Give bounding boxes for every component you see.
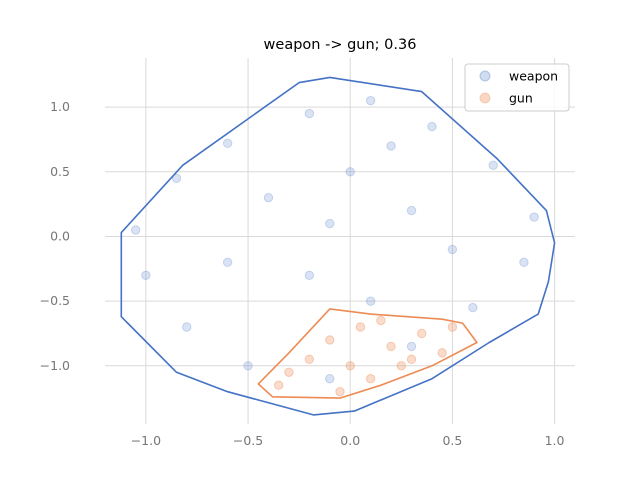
- y-tick-label: 0.0: [50, 228, 70, 243]
- gun-point: [325, 335, 335, 345]
- weapon-point: [171, 173, 182, 183]
- grid: [105, 58, 575, 424]
- weapon-point: [365, 95, 376, 106]
- weapon-point: [304, 270, 315, 280]
- weapon-point: [447, 244, 458, 255]
- chart-title: weapon -> gun; 0.36: [264, 37, 417, 53]
- x-tick-label: −1.0: [131, 433, 161, 448]
- y-tick-label: 0.5: [50, 164, 70, 179]
- gun-point: [386, 341, 396, 352]
- weapon-point: [304, 108, 315, 119]
- legend-marker-gun: [479, 92, 491, 104]
- weapon-point: [325, 218, 335, 229]
- gun-point: [396, 361, 407, 371]
- y-tick-label: −0.5: [40, 293, 70, 308]
- gun-point: [447, 322, 458, 332]
- weapon-point: [345, 167, 355, 177]
- gun-point: [345, 361, 355, 371]
- gun-point: [284, 367, 294, 377]
- weapon-point: [427, 121, 437, 132]
- x-tick-label: −0.5: [233, 433, 263, 448]
- weapon-hull-outline: [120, 76, 556, 416]
- y-tick-label: 1.0: [50, 99, 70, 114]
- weapon-point: [325, 374, 335, 384]
- x-tick-label: 1.0: [545, 433, 565, 448]
- x-tick-label: 0.0: [340, 433, 360, 448]
- weapon-point: [468, 302, 478, 313]
- gun-hull-outline: [257, 308, 478, 399]
- weapon-point: [529, 212, 539, 222]
- gun-point: [417, 328, 427, 339]
- gun-point: [376, 315, 386, 326]
- series-weapon: [120, 76, 556, 416]
- gun-point: [355, 322, 366, 332]
- weapon-point: [263, 192, 274, 203]
- weapon-point: [406, 205, 417, 216]
- weapon-point: [222, 257, 233, 268]
- y-tick-label: −1.0: [40, 358, 70, 373]
- weapon-point: [141, 270, 151, 280]
- weapon-point: [365, 296, 376, 306]
- x-tick-label: 0.5: [442, 433, 462, 448]
- gun-point: [304, 354, 315, 365]
- gun-point: [437, 348, 447, 358]
- weapon-point: [406, 341, 417, 352]
- gun-point: [406, 354, 417, 365]
- weapon-point: [222, 138, 233, 149]
- legend-label-gun: gun: [509, 91, 533, 106]
- weapon-point: [488, 160, 498, 171]
- legend-marker-weapon: [479, 70, 491, 82]
- gun-point: [365, 374, 376, 384]
- x-axis-ticks: −1.0 −0.5 0.0 0.5 1.0: [131, 433, 565, 448]
- weapon-point: [130, 225, 141, 235]
- series-gun: [257, 308, 478, 399]
- weapon-point: [386, 141, 396, 151]
- gun-point: [273, 380, 284, 390]
- weapon-point: [243, 361, 253, 371]
- weapon-point: [519, 257, 529, 268]
- series-layer: [120, 76, 556, 416]
- legend-label-weapon: weapon: [509, 69, 558, 84]
- gun-point: [335, 386, 345, 397]
- y-axis-ticks: −1.0 −0.5 0.0 0.5 1.0: [40, 99, 70, 373]
- legend-box: [464, 63, 570, 112]
- legend: weapon gun: [464, 63, 570, 112]
- weapon-point: [182, 322, 192, 332]
